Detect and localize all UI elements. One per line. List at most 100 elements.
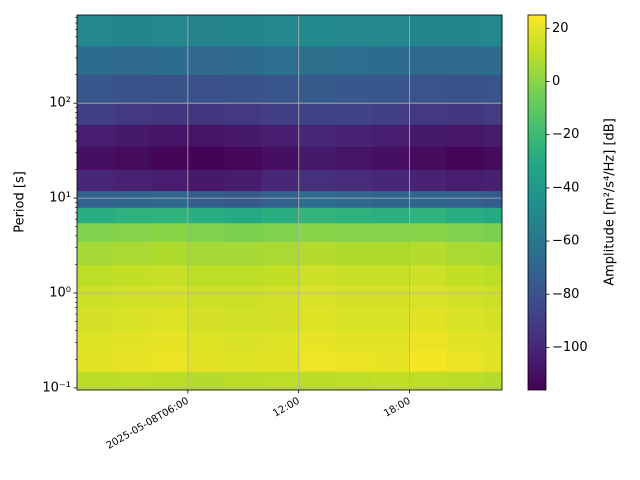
cell bbox=[446, 46, 485, 76]
cell bbox=[77, 330, 115, 351]
cell bbox=[446, 124, 485, 147]
cell bbox=[261, 146, 300, 171]
cell bbox=[372, 264, 411, 286]
cell bbox=[335, 146, 374, 171]
cell bbox=[77, 103, 115, 125]
cell bbox=[150, 169, 189, 192]
cell bbox=[187, 207, 226, 224]
cell bbox=[372, 330, 411, 351]
cell bbox=[483, 330, 503, 351]
cell bbox=[261, 15, 300, 47]
cell bbox=[150, 350, 189, 372]
colorbar-tick-label: −80 bbox=[552, 287, 579, 302]
cell bbox=[335, 15, 374, 47]
cell bbox=[150, 207, 189, 224]
cell bbox=[298, 285, 337, 309]
cell bbox=[77, 307, 115, 332]
cell bbox=[409, 241, 448, 265]
cell bbox=[261, 46, 300, 76]
cell bbox=[187, 285, 226, 309]
cell bbox=[483, 46, 503, 76]
cell bbox=[113, 307, 152, 332]
cell bbox=[372, 46, 411, 76]
cell bbox=[335, 169, 374, 192]
cell bbox=[446, 169, 485, 192]
cell bbox=[187, 15, 226, 47]
cell bbox=[113, 371, 152, 391]
cell bbox=[113, 74, 152, 104]
cell bbox=[409, 307, 448, 332]
cell bbox=[372, 103, 411, 125]
cell bbox=[77, 15, 115, 47]
cell bbox=[150, 330, 189, 351]
cell bbox=[298, 307, 337, 332]
cell bbox=[335, 74, 374, 104]
cell bbox=[113, 124, 152, 147]
cell bbox=[335, 46, 374, 76]
cell bbox=[113, 46, 152, 76]
cell bbox=[446, 350, 485, 372]
cell bbox=[224, 124, 263, 147]
cell bbox=[483, 169, 503, 192]
cell bbox=[150, 74, 189, 104]
cell bbox=[335, 241, 374, 265]
cell bbox=[298, 207, 337, 224]
cell bbox=[298, 146, 337, 171]
cell bbox=[77, 207, 115, 224]
y-tick-label: 10⁰ bbox=[49, 285, 71, 300]
plot-frame bbox=[76, 14, 503, 391]
cell bbox=[77, 46, 115, 76]
cell bbox=[409, 169, 448, 192]
y-tick-label: 10⁻¹ bbox=[42, 380, 71, 395]
colorbar-tick-label: −60 bbox=[552, 234, 579, 249]
cell bbox=[261, 350, 300, 372]
cell bbox=[483, 74, 503, 104]
cell bbox=[224, 190, 263, 208]
cell bbox=[298, 330, 337, 351]
cell bbox=[113, 169, 152, 192]
cell bbox=[150, 285, 189, 309]
cell bbox=[187, 124, 226, 147]
cell bbox=[113, 222, 152, 242]
cell bbox=[483, 146, 503, 171]
cell bbox=[298, 15, 337, 47]
cell bbox=[335, 124, 374, 147]
x-tick-label: 12:00 bbox=[271, 396, 301, 420]
y-axis-label: Period [s] bbox=[13, 171, 28, 233]
colorbar-tick-label: 0 bbox=[552, 74, 560, 89]
cell bbox=[409, 222, 448, 242]
cell bbox=[446, 146, 485, 171]
cell bbox=[261, 371, 300, 391]
cell bbox=[298, 190, 337, 208]
cell bbox=[409, 15, 448, 47]
cell bbox=[372, 74, 411, 104]
cell bbox=[150, 15, 189, 47]
cell bbox=[298, 103, 337, 125]
cell bbox=[372, 190, 411, 208]
cell bbox=[261, 264, 300, 286]
cell bbox=[224, 330, 263, 351]
y-tick-label: 10¹ bbox=[49, 191, 71, 206]
cell bbox=[298, 350, 337, 372]
cell bbox=[150, 46, 189, 76]
cell bbox=[409, 74, 448, 104]
cell bbox=[298, 124, 337, 147]
cell bbox=[187, 169, 226, 192]
cell bbox=[224, 371, 263, 391]
cell bbox=[372, 222, 411, 242]
cell bbox=[77, 264, 115, 286]
cell bbox=[113, 285, 152, 309]
cell bbox=[150, 222, 189, 242]
x-tick-label: 2025-05-08T06:00 bbox=[105, 396, 191, 452]
cell bbox=[224, 46, 263, 76]
cell bbox=[77, 350, 115, 372]
cell bbox=[298, 46, 337, 76]
cell bbox=[409, 124, 448, 147]
cell bbox=[77, 74, 115, 104]
cell bbox=[224, 307, 263, 332]
cell bbox=[446, 241, 485, 265]
cell bbox=[483, 241, 503, 265]
cell bbox=[113, 103, 152, 125]
cell bbox=[187, 190, 226, 208]
